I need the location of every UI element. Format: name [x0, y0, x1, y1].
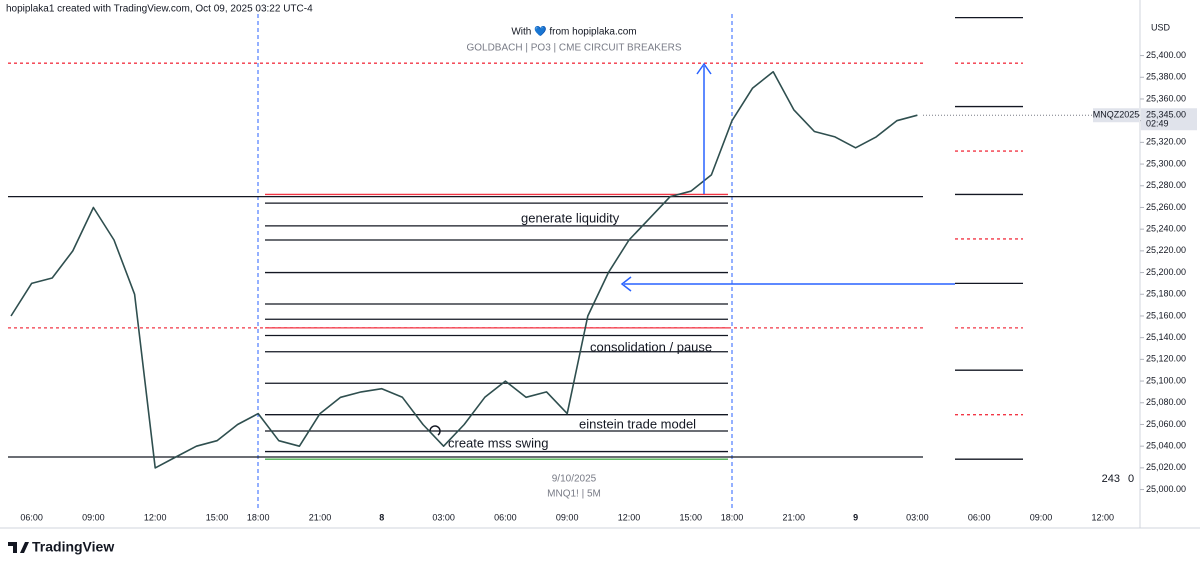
y-tick-label: 25,100.00 — [1146, 375, 1186, 385]
arrow-head — [696, 62, 712, 75]
x-tick-label: 09:00 — [1030, 512, 1053, 522]
x-tick-label: 12:00 — [618, 512, 641, 522]
x-tick-label: 03:00 — [906, 512, 929, 522]
x-tick-label: 8 — [379, 512, 384, 522]
y-tick-label: 25,380.00 — [1146, 72, 1186, 82]
y-tick-label: 25,120.00 — [1146, 354, 1186, 364]
annotation: consolidation / pause — [590, 339, 712, 354]
annotation: generate liquidity — [521, 210, 620, 225]
currency: USD — [1151, 22, 1171, 32]
x-tick-label: 09:00 — [556, 512, 579, 522]
price-badge — [1141, 108, 1197, 131]
x-tick-label: 06:00 — [968, 512, 991, 522]
credit: With 💙 from hopiplaka.com — [511, 26, 636, 38]
y-tick-label: 25,280.00 — [1146, 180, 1186, 190]
x-tick-label: 12:00 — [144, 512, 167, 522]
logo-icon — [8, 542, 29, 553]
y-tick-label: 25,320.00 — [1146, 137, 1186, 147]
annotation: einstein trade model — [579, 416, 696, 431]
y-tick-label: 25,160.00 — [1146, 310, 1186, 320]
x-tick-label: 06:00 — [494, 512, 517, 522]
x-tick-label: 21:00 — [309, 512, 332, 522]
y-tick-label: 25,300.00 — [1146, 158, 1186, 168]
symbol-badge — [1093, 108, 1139, 123]
price-line — [10, 71, 918, 469]
countdown: 02:49 — [1146, 119, 1169, 129]
watermark: 9/10/2025 — [552, 474, 597, 485]
watermark: MNQ1! | 5M — [547, 489, 601, 500]
x-tick-label: 18:00 — [247, 512, 270, 522]
y-tick-label: 25,220.00 — [1146, 245, 1186, 255]
y-tick-label: 25,360.00 — [1146, 93, 1186, 103]
x-tick-label: 21:00 — [783, 512, 806, 522]
price-label: 25,345.00 — [1146, 110, 1186, 120]
y-tick-label: 25,200.00 — [1146, 267, 1186, 277]
symbol-label: MNQZ2025 — [1093, 110, 1140, 120]
logo-text: TradingView — [32, 539, 114, 555]
volume-label: 0 — [1128, 473, 1134, 485]
attribution: hopiplaka1 created with TradingView.com,… — [6, 4, 313, 15]
x-tick-label: 03:00 — [432, 512, 455, 522]
y-tick-label: 25,080.00 — [1146, 397, 1186, 407]
x-tick-label: 12:00 — [1092, 512, 1115, 522]
y-tick-label: 25,060.00 — [1146, 419, 1186, 429]
x-tick-label: 09:00 — [82, 512, 105, 522]
x-tick-label: 9 — [853, 512, 858, 522]
footer-logo: TradingView — [8, 539, 114, 555]
y-tick-label: 25,140.00 — [1146, 332, 1186, 342]
x-tick-label: 15:00 — [680, 512, 703, 522]
study-title: GOLDBACH | PO3 | CME CIRCUIT BREAKERS — [466, 43, 681, 54]
y-tick-label: 25,240.00 — [1146, 224, 1186, 234]
y-tick-label: 25,260.00 — [1146, 202, 1186, 212]
y-tick-label: 25,400.00 — [1146, 50, 1186, 60]
y-tick-label: 25,040.00 — [1146, 441, 1186, 451]
y-tick-label: 25,180.00 — [1146, 289, 1186, 299]
y-tick-label: 25,000.00 — [1146, 484, 1186, 494]
annotation: create mss swing — [448, 435, 548, 450]
x-tick-label: 06:00 — [20, 512, 43, 522]
x-tick-label: 15:00 — [206, 512, 229, 522]
x-tick-label: 18:00 — [721, 512, 744, 522]
swing-icon — [429, 425, 441, 436]
volume-label: 243 — [1102, 473, 1120, 485]
y-tick-label: 25,020.00 — [1146, 462, 1186, 472]
arrow-head — [620, 276, 632, 292]
